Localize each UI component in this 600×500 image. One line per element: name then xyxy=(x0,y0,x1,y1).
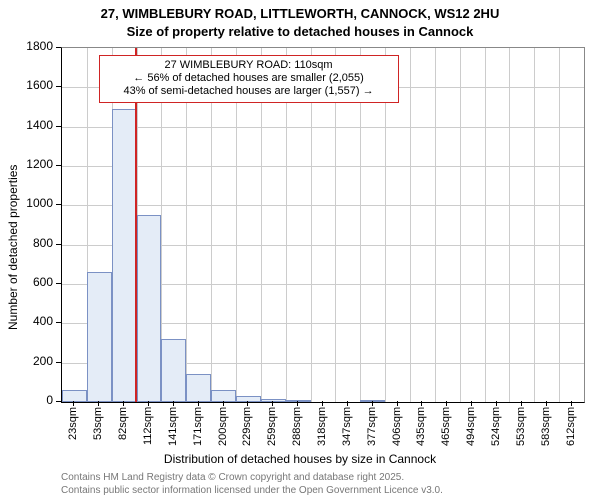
y-tick-label: 800 xyxy=(21,236,53,250)
chart-title-line1: 27, WIMBLEBURY ROAD, LITTLEWORTH, CANNOC… xyxy=(0,6,600,21)
y-tick-label: 400 xyxy=(21,314,53,328)
histogram-bar xyxy=(112,109,137,402)
grid-line-v xyxy=(559,48,560,402)
y-tick-mark xyxy=(56,126,61,127)
x-tick-mark xyxy=(397,401,398,406)
x-tick-label: 583sqm xyxy=(540,407,552,449)
y-tick-label: 1200 xyxy=(21,157,53,171)
annotation-line: 27 WIMBLEBURY ROAD: 110sqm xyxy=(103,59,395,72)
histogram-bar xyxy=(62,390,87,402)
y-tick-mark xyxy=(56,47,61,48)
x-tick-label: 465sqm xyxy=(440,407,452,449)
y-tick-mark xyxy=(56,165,61,166)
y-tick-label: 1600 xyxy=(21,78,53,92)
x-tick-label: 200sqm xyxy=(217,407,229,449)
x-tick-label: 435sqm xyxy=(415,407,427,449)
x-tick-mark xyxy=(297,401,298,406)
x-tick-label: 318sqm xyxy=(316,407,328,449)
x-tick-label: 524sqm xyxy=(490,407,502,449)
x-tick-mark xyxy=(148,401,149,406)
grid-line-h xyxy=(62,205,584,206)
y-tick-label: 0 xyxy=(21,393,53,407)
histogram-bar xyxy=(87,272,112,402)
y-axis-label: Number of detached properties xyxy=(6,130,20,330)
x-tick-mark xyxy=(496,401,497,406)
x-tick-label: 259sqm xyxy=(266,407,278,449)
chart-title-line2: Size of property relative to detached ho… xyxy=(0,24,600,39)
x-tick-label: 53sqm xyxy=(92,407,104,449)
x-tick-mark xyxy=(471,401,472,406)
y-tick-mark xyxy=(56,401,61,402)
y-tick-mark xyxy=(56,322,61,323)
histogram-bar xyxy=(360,400,385,402)
histogram-bar xyxy=(211,390,236,402)
attribution-line1: Contains HM Land Registry data © Crown c… xyxy=(61,472,404,483)
y-tick-label: 1000 xyxy=(21,196,53,210)
x-tick-mark xyxy=(571,401,572,406)
grid-line-v xyxy=(485,48,486,402)
x-tick-mark xyxy=(73,401,74,406)
x-tick-mark xyxy=(223,401,224,406)
x-tick-mark xyxy=(347,401,348,406)
plot-area: 27 WIMBLEBURY ROAD: 110sqm← 56% of detac… xyxy=(61,47,585,403)
grid-line-h xyxy=(62,127,584,128)
y-tick-label: 1400 xyxy=(21,118,53,132)
x-tick-label: 23sqm xyxy=(67,407,79,449)
x-tick-label: 112sqm xyxy=(142,407,154,449)
x-tick-label: 612sqm xyxy=(565,407,577,449)
y-tick-mark xyxy=(56,204,61,205)
x-tick-label: 229sqm xyxy=(241,407,253,449)
x-tick-label: 494sqm xyxy=(465,407,477,449)
x-axis-label: Distribution of detached houses by size … xyxy=(0,452,600,466)
y-tick-label: 1800 xyxy=(21,39,53,53)
y-tick-mark xyxy=(56,362,61,363)
x-tick-label: 406sqm xyxy=(391,407,403,449)
x-tick-mark xyxy=(272,401,273,406)
grid-line-v xyxy=(509,48,510,402)
annotation-line: ← 56% of detached houses are smaller (2,… xyxy=(103,72,395,85)
histogram-bar xyxy=(186,374,211,402)
y-tick-label: 200 xyxy=(21,354,53,368)
x-tick-mark xyxy=(372,401,373,406)
y-tick-mark xyxy=(56,283,61,284)
x-tick-mark xyxy=(98,401,99,406)
grid-line-v xyxy=(435,48,436,402)
grid-line-v xyxy=(460,48,461,402)
x-tick-mark xyxy=(446,401,447,406)
x-tick-label: 141sqm xyxy=(167,407,179,449)
x-tick-label: 288sqm xyxy=(291,407,303,449)
x-tick-label: 553sqm xyxy=(515,407,527,449)
grid-line-v xyxy=(534,48,535,402)
histogram-bar xyxy=(236,396,261,402)
x-tick-mark xyxy=(123,401,124,406)
y-tick-label: 600 xyxy=(21,275,53,289)
annotation-line: 43% of semi-detached houses are larger (… xyxy=(103,85,395,98)
x-tick-mark xyxy=(198,401,199,406)
histogram-bar xyxy=(161,339,186,402)
x-tick-label: 347sqm xyxy=(341,407,353,449)
x-tick-mark xyxy=(322,401,323,406)
y-tick-mark xyxy=(56,244,61,245)
x-tick-label: 82sqm xyxy=(117,407,129,449)
attribution-line2: Contains public sector information licen… xyxy=(61,485,443,496)
grid-line-v xyxy=(410,48,411,402)
x-tick-mark xyxy=(521,401,522,406)
chart-container: 27, WIMBLEBURY ROAD, LITTLEWORTH, CANNOC… xyxy=(0,0,600,500)
x-tick-mark xyxy=(247,401,248,406)
x-tick-mark xyxy=(173,401,174,406)
x-tick-label: 377sqm xyxy=(366,407,378,449)
x-tick-mark xyxy=(546,401,547,406)
annotation-box: 27 WIMBLEBURY ROAD: 110sqm← 56% of detac… xyxy=(99,55,399,103)
x-tick-label: 171sqm xyxy=(192,407,204,449)
grid-line-h xyxy=(62,166,584,167)
x-tick-mark xyxy=(421,401,422,406)
y-tick-mark xyxy=(56,86,61,87)
histogram-bar xyxy=(137,215,162,402)
